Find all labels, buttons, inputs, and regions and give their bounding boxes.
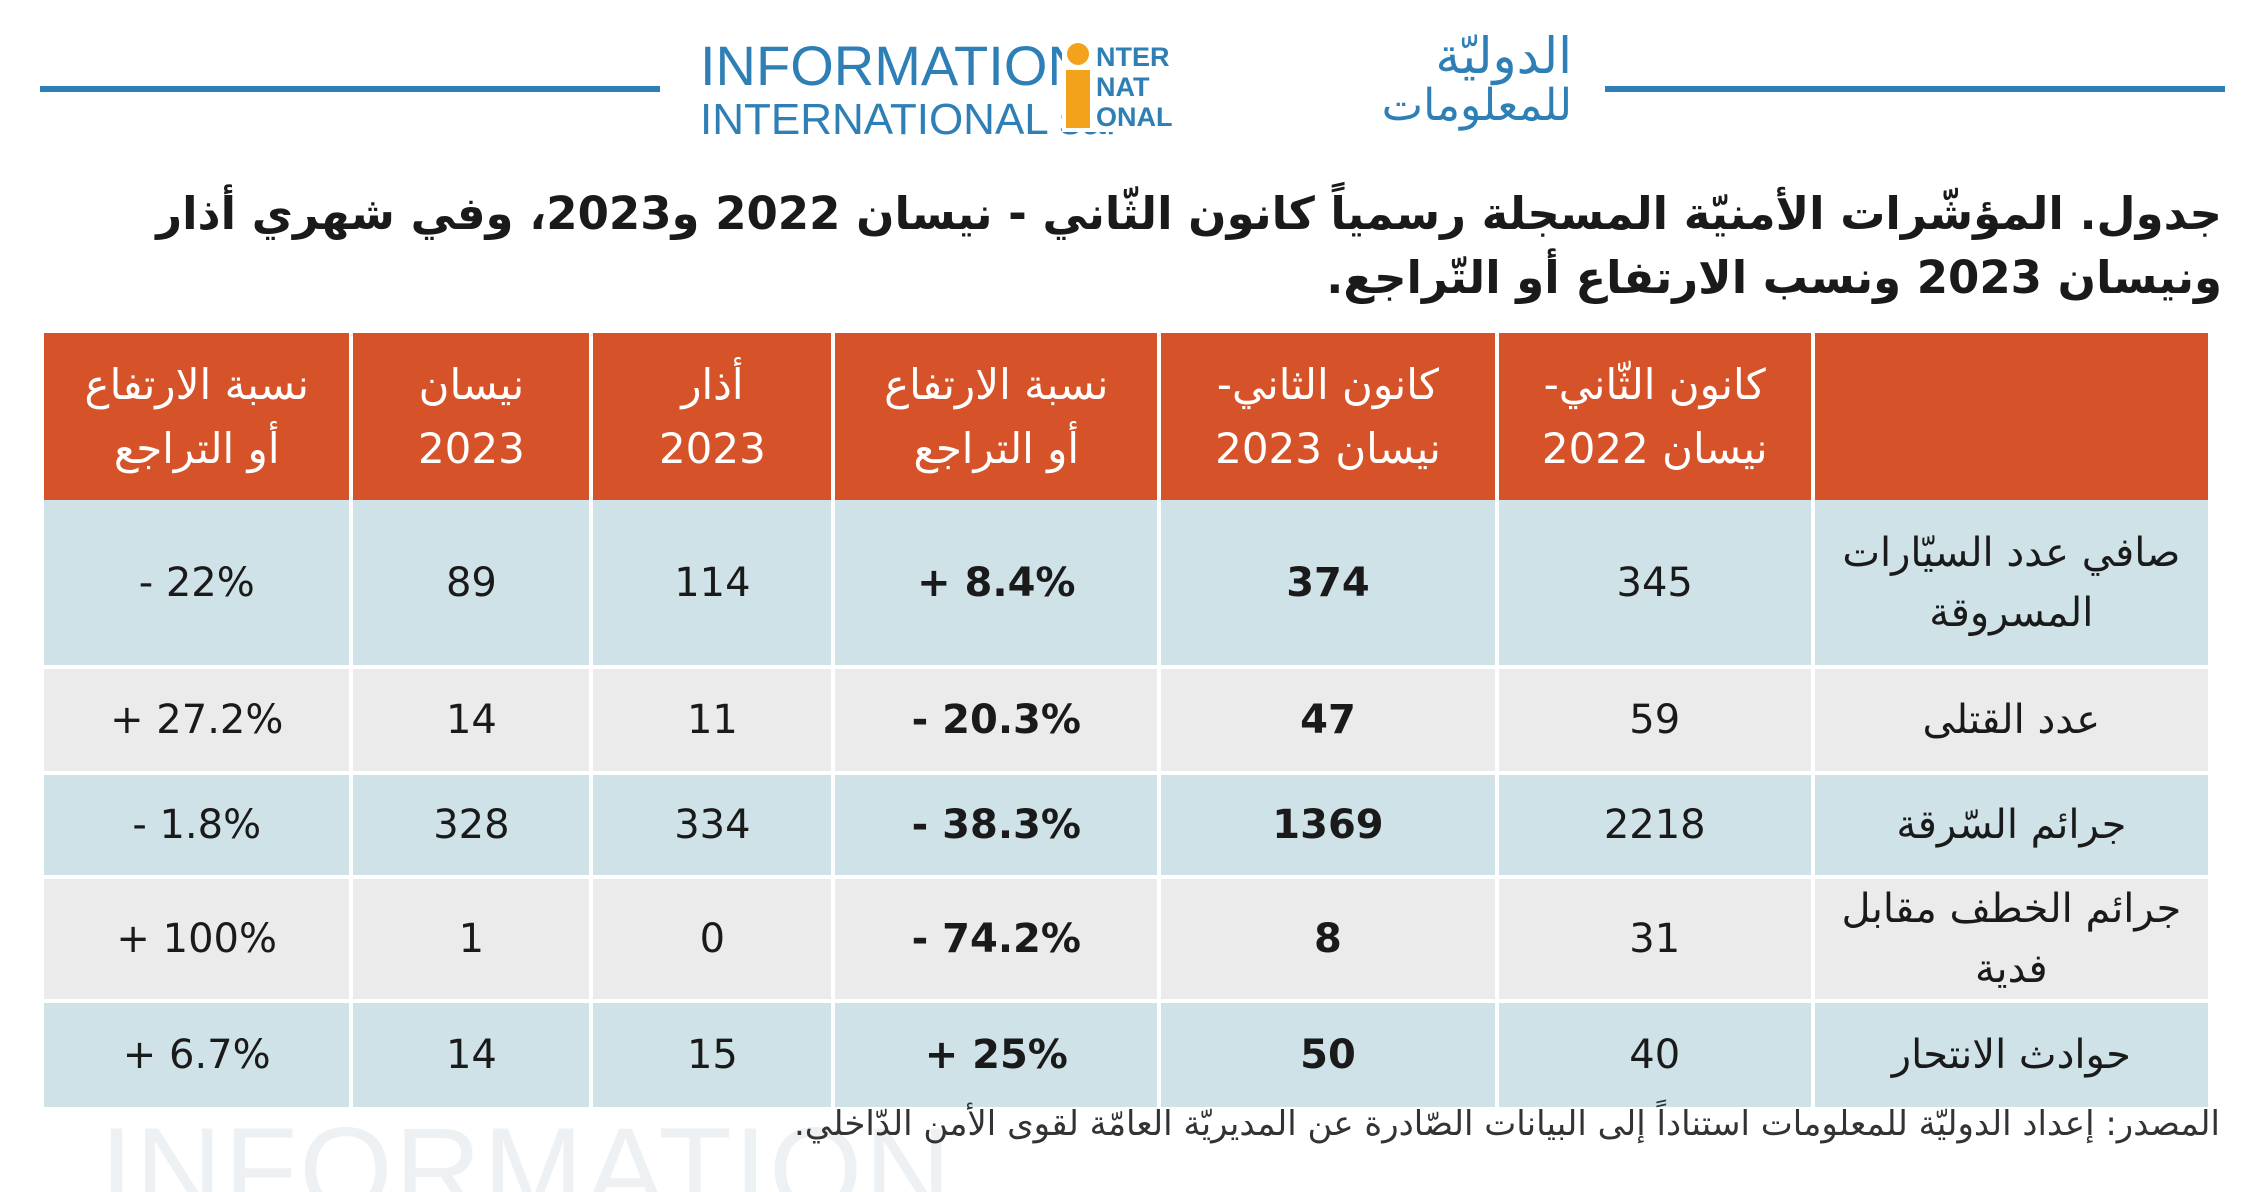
logo-mark-icon: NTER NAT ONAL: [1062, 40, 1192, 132]
cell-april-2023: 89: [349, 500, 594, 667]
logo-mark-text: NAT: [1096, 72, 1150, 102]
logo-english-line2: INTERNATIONAL sal: [700, 95, 1116, 144]
header-cell-jan-apr-2022: كانون الثّاني- نيسان 2022: [1494, 333, 1815, 500]
table-row: صافي عدد السيّارات المسروقة 345 374 + 8.…: [39, 500, 2213, 667]
cell-jan-apr-2022: 2218: [1494, 771, 1815, 877]
header-rule-right: [1605, 86, 2225, 92]
header-text: نيسان 2023: [417, 359, 525, 473]
cell-change-2: - 22%: [39, 500, 354, 667]
table-header-row: كانون الثّاني- نيسان 2022 كانون الثاني- …: [39, 333, 2213, 500]
cell-change-1: + 25%: [831, 999, 1162, 1107]
logo-arabic-line1: الدوليّة: [1435, 27, 1572, 85]
cell-march-2023: 334: [589, 771, 836, 877]
logo-mark-text: NTER: [1096, 42, 1170, 72]
header-text: كانون الثاني- نيسان 2023: [1215, 359, 1441, 473]
cell-jan-apr-2023: 374: [1157, 500, 1499, 667]
header-cell-april-2023: نيسان 2023: [349, 333, 594, 500]
table-row: حوادث الانتحار 40 50 + 25% 15 14 + 6.7%: [39, 999, 2213, 1107]
cell-change-2: + 27.2%: [39, 665, 354, 773]
table-row: جرائم السّرقة 2218 1369 - 38.3% 334 328 …: [39, 771, 2213, 877]
cell-april-2023: 328: [349, 771, 594, 877]
table-title: جدول. المؤشّرات الأمنيّة المسجلة رسمياً …: [156, 187, 2222, 304]
header-text: نسبة الارتفاع أو التراجع: [84, 359, 309, 473]
header-text: أذار 2023: [658, 359, 766, 473]
cell-change-1: - 38.3%: [831, 771, 1162, 877]
row-label: جرائم الخطف مقابل فدية: [1810, 875, 2213, 1001]
source-note: المصدر: إعداد الدوليّة للمعلومات استنادا…: [794, 1104, 2220, 1144]
cell-jan-apr-2023: 1369: [1157, 771, 1499, 877]
cell-jan-apr-2022: 59: [1494, 665, 1815, 773]
row-label: عدد القتلى: [1810, 665, 2213, 773]
cell-change-1: - 74.2%: [831, 875, 1162, 1001]
cell-change-2: + 100%: [39, 875, 354, 1001]
logo-mark-text: ONAL: [1096, 102, 1173, 132]
header-cell-march-2023: أذار 2023: [589, 333, 836, 500]
row-label: صافي عدد السيّارات المسروقة: [1810, 500, 2213, 667]
cell-change-2: + 6.7%: [39, 999, 354, 1107]
cell-april-2023: 14: [349, 999, 594, 1107]
cell-jan-apr-2022: 345: [1494, 500, 1815, 667]
cell-jan-apr-2023: 8: [1157, 875, 1499, 1001]
logo-english-line1: INFORMATION: [700, 34, 1088, 97]
cell-march-2023: 114: [589, 500, 836, 667]
header-cell-change-1: نسبة الارتفاع أو التراجع: [831, 333, 1162, 500]
header-cell-change-2: نسبة الارتفاع أو التراجع: [39, 333, 354, 500]
header-cell-jan-apr-2023: كانون الثاني- نيسان 2023: [1157, 333, 1499, 500]
table-row: جرائم الخطف مقابل فدية 31 8 - 74.2% 0 1 …: [39, 875, 2213, 1001]
row-label: حوادث الانتحار: [1810, 999, 2213, 1107]
cell-jan-apr-2023: 47: [1157, 665, 1499, 773]
header-text: كانون الثّاني- نيسان 2022: [1541, 359, 1768, 473]
cell-march-2023: 0: [589, 875, 836, 1001]
logo-english: INFORMATION INTERNATIONAL sal: [700, 38, 1116, 142]
cell-april-2023: 14: [349, 665, 594, 773]
cell-change-1: - 20.3%: [831, 665, 1162, 773]
cell-march-2023: 15: [589, 999, 836, 1107]
cell-march-2023: 11: [589, 665, 836, 773]
security-indicators-table: كانون الثّاني- نيسان 2022 كانون الثاني- …: [39, 333, 2213, 1107]
cell-change-2: - 1.8%: [39, 771, 354, 877]
header-text: نسبة الارتفاع أو التراجع: [884, 359, 1109, 473]
logo-arabic-line2: للمعلومات: [1381, 79, 1572, 131]
cell-jan-apr-2022: 31: [1494, 875, 1815, 1001]
cell-april-2023: 1: [349, 875, 594, 1001]
header-rule-left: [40, 86, 660, 92]
cell-change-1: + 8.4%: [831, 500, 1162, 667]
row-label: جرائم السّرقة: [1810, 771, 2213, 877]
cell-jan-apr-2022: 40: [1494, 999, 1815, 1107]
cell-jan-apr-2023: 50: [1157, 999, 1499, 1107]
logo-arabic: الدوليّة للمعلومات: [1196, 30, 1572, 130]
header-cell-indicator: [1810, 333, 2213, 500]
table-row: عدد القتلى 59 47 - 20.3% 11 14 + 27.2%: [39, 665, 2213, 773]
